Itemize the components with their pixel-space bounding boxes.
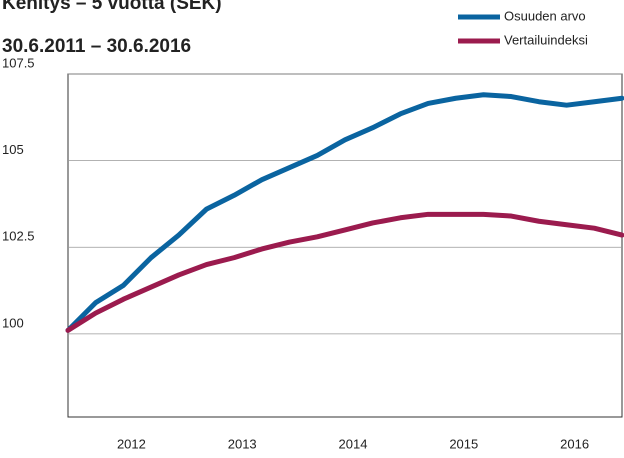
x-tick-label: 2016	[560, 436, 589, 451]
line-series	[65, 92, 624, 333]
chart-title: Kehitys – 5 vuotta (SEK)	[2, 0, 222, 14]
y-tick-label: 102.5	[2, 229, 35, 244]
y-tick-label: 100	[2, 315, 24, 330]
line-series	[65, 211, 624, 333]
legend-label: Vertailuindeksi	[504, 32, 588, 47]
x-tick-label: 2013	[228, 436, 257, 451]
legend-label: Osuuden arvo	[504, 8, 586, 23]
plot-frame	[67, 73, 623, 418]
y-tick-label: 105	[2, 142, 24, 157]
x-tick-label: 2012	[117, 436, 146, 451]
x-tick-label: 2014	[339, 436, 368, 451]
x-tick-label: 2015	[449, 436, 478, 451]
y-tick-label: 107.5	[2, 55, 35, 70]
chart-subtitle: 30.6.2011 – 30.6.2016	[2, 36, 191, 57]
